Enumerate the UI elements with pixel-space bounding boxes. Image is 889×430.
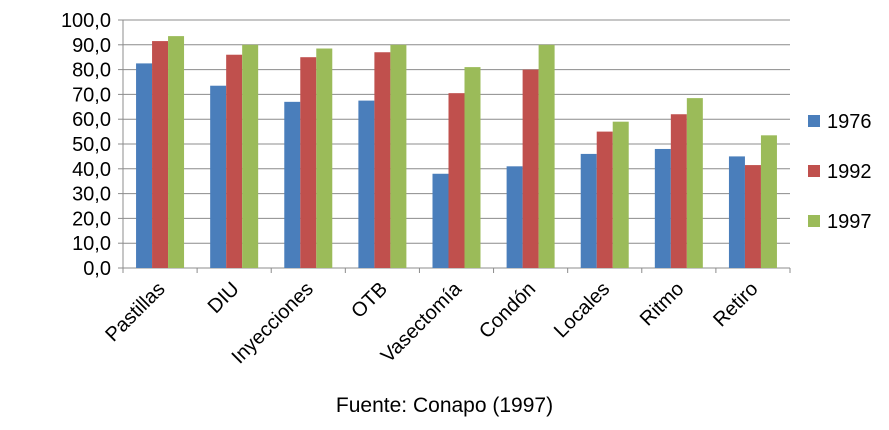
legend-label: 1976 bbox=[827, 111, 872, 133]
bar-1997-7 bbox=[686, 98, 703, 269]
bar-1997-5 bbox=[538, 44, 555, 268]
y-axis-tick-labels: 0,0 10,0 20,030,0 40,0 50,0 60,0 70,080,0 90,0 1… bbox=[61, 10, 111, 280]
bar-1997-8 bbox=[760, 135, 777, 268]
bar-1992-4 bbox=[448, 93, 465, 268]
bar-1992-2 bbox=[300, 57, 317, 269]
bar-1976-3 bbox=[358, 100, 375, 268]
legend: 1976 1992 1997 bbox=[808, 111, 872, 233]
y-tick-label: 70,0 bbox=[72, 84, 111, 106]
y-tick-label: 0,0 bbox=[83, 258, 111, 280]
y-tick-label: 60,0 bbox=[72, 109, 111, 131]
bar-1992-3 bbox=[374, 52, 391, 268]
bar-1976-5 bbox=[506, 166, 523, 268]
bar-1976-4 bbox=[432, 173, 449, 268]
x-category-label: Ritmo bbox=[636, 278, 688, 330]
x-category-label: DIU bbox=[204, 278, 244, 318]
legend-label: 1992 bbox=[827, 161, 872, 183]
x-category-label: OTB bbox=[347, 278, 392, 323]
x-category-label: Locales bbox=[550, 278, 614, 342]
legend-swatch bbox=[808, 215, 820, 227]
bar-1976-7 bbox=[654, 148, 671, 268]
bar-1992-1 bbox=[226, 54, 243, 268]
bar-1976-6 bbox=[580, 153, 597, 268]
source-note: Fuente: Conapo (1997) bbox=[335, 394, 554, 417]
bar-1997-2 bbox=[316, 48, 333, 268]
bar-1997-0 bbox=[168, 36, 185, 269]
x-category-label: Condón bbox=[475, 278, 540, 343]
x-category-label: Vasectomía bbox=[377, 277, 467, 367]
bar-1992-7 bbox=[670, 114, 687, 269]
bar-1976-8 bbox=[728, 156, 745, 268]
bar-1997-3 bbox=[390, 44, 407, 268]
legend-label: 1997 bbox=[827, 211, 872, 233]
y-tick-label: 50,0 bbox=[72, 134, 111, 156]
bar-1992-5 bbox=[522, 69, 539, 268]
bar-1997-1 bbox=[242, 44, 259, 268]
bar-1992-6 bbox=[596, 131, 613, 268]
legend-swatch bbox=[808, 165, 820, 177]
bar-1997-4 bbox=[464, 67, 481, 269]
bar-1997-6 bbox=[612, 121, 629, 269]
bar-1976-1 bbox=[210, 85, 227, 268]
y-tick-label: 90,0 bbox=[72, 35, 111, 57]
legend-swatch bbox=[808, 115, 820, 127]
x-category-label: Retiro bbox=[709, 278, 762, 331]
bar-chart: 0,0 10,0 20,030,0 40,0 50,0 60,0 70,080,0 90,0 1… bbox=[61, 10, 872, 368]
bar-1976-2 bbox=[284, 101, 301, 268]
y-tick-label: 80,0 bbox=[72, 60, 111, 82]
y-tick-label: 20,0 bbox=[72, 208, 111, 230]
y-tick-label: 100,0 bbox=[61, 10, 111, 32]
bar-1976-0 bbox=[136, 63, 153, 269]
y-tick-label: 40,0 bbox=[72, 159, 111, 181]
y-tick-label: 10,0 bbox=[72, 233, 111, 255]
x-category-label: Pastillas bbox=[101, 278, 169, 346]
bar-1992-8 bbox=[744, 165, 761, 268]
bars bbox=[136, 36, 777, 269]
y-tick-label: 30,0 bbox=[72, 184, 111, 206]
bar-1992-0 bbox=[152, 41, 169, 268]
